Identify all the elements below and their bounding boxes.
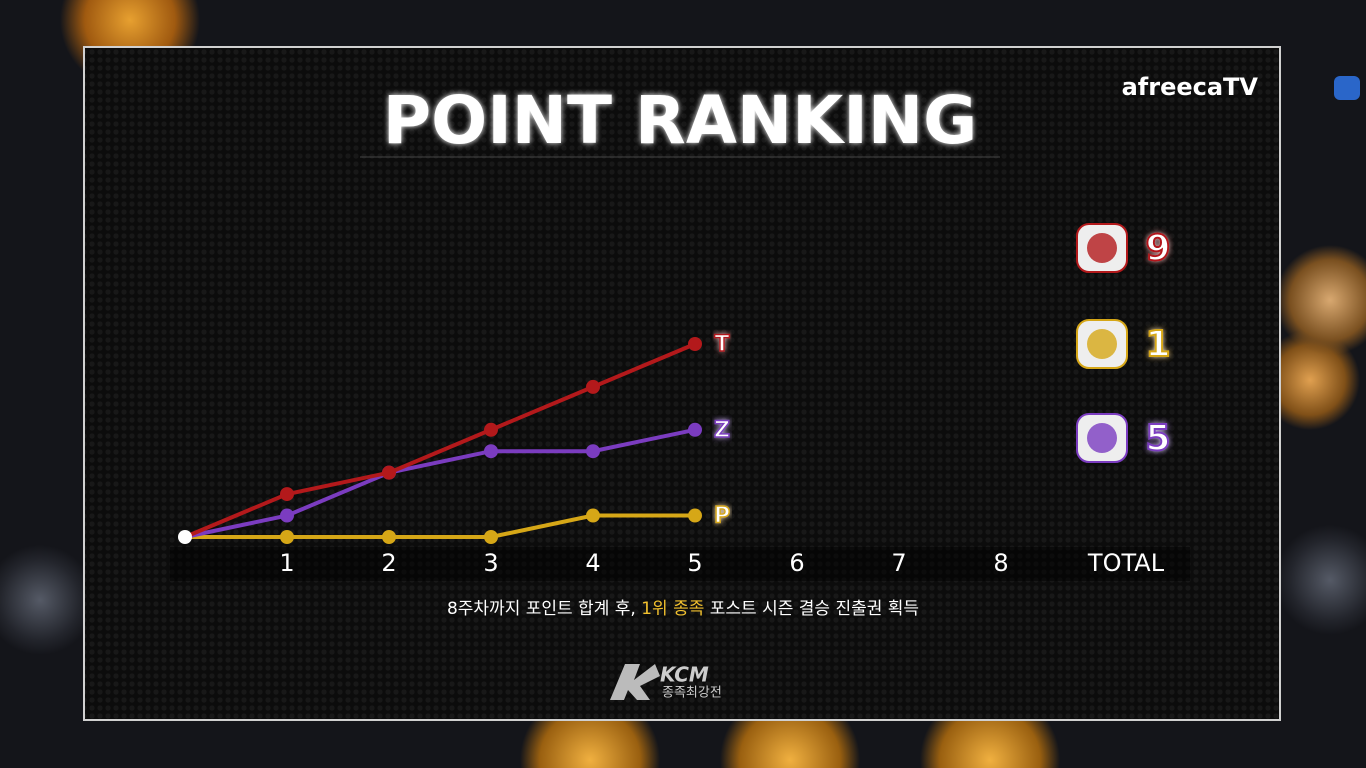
x-tick-label: 6 [789, 549, 804, 577]
point [280, 487, 294, 502]
note: 8주차까지 포인트 합계 후, 1위 종족 포스트 시즌 결승 진출권 획득 [447, 599, 919, 619]
point [382, 465, 396, 480]
logo-mark [610, 664, 660, 700]
point [586, 379, 600, 394]
total-header: TOTAL [1087, 549, 1165, 577]
point [688, 422, 702, 437]
line [184, 342, 696, 539]
note-text: 8주차까지 포인트 합계 후, [447, 599, 641, 619]
panel [83, 46, 1281, 721]
race-icon-emblem [1087, 233, 1117, 263]
point [280, 530, 294, 544]
point [484, 530, 498, 544]
note-highlight: 1위 종족 [641, 599, 704, 619]
x-tick-label: 5 [687, 549, 702, 577]
x-tick-label: 8 [993, 549, 1008, 577]
line [184, 427, 696, 539]
x-tick-label: 3 [483, 549, 498, 577]
point [586, 508, 600, 523]
point [688, 508, 702, 523]
x-tick-label: 2 [381, 549, 396, 577]
race-total: 5 [1145, 418, 1170, 459]
logo-sub: 종족최강전 [662, 686, 722, 701]
logo: KCM [660, 663, 709, 687]
race-total: 9 [1145, 228, 1170, 269]
origin [178, 530, 192, 544]
x-tick-label: 7 [891, 549, 906, 577]
series-label: T [714, 332, 729, 357]
x-tick-label: 1 [279, 549, 294, 577]
point [688, 337, 702, 351]
axis-band [170, 547, 1190, 581]
race-icon-emblem [1087, 423, 1117, 453]
chart-title: POINT RANKING [383, 82, 978, 159]
race-total: 1 [1145, 324, 1170, 365]
point [280, 508, 294, 523]
point [586, 444, 600, 459]
channel-logo: afreecaTV [1122, 73, 1259, 101]
series-label: Z [714, 418, 730, 443]
point [484, 444, 498, 459]
x-tick-label: 4 [585, 549, 600, 577]
race-icon-emblem [1087, 329, 1117, 359]
point [382, 530, 396, 544]
point [484, 422, 498, 437]
line [185, 513, 695, 539]
tv-icon [1334, 76, 1360, 100]
note-text: 포스트 시즌 결승 진출권 획득 [704, 599, 919, 619]
series-label: P [714, 504, 730, 529]
